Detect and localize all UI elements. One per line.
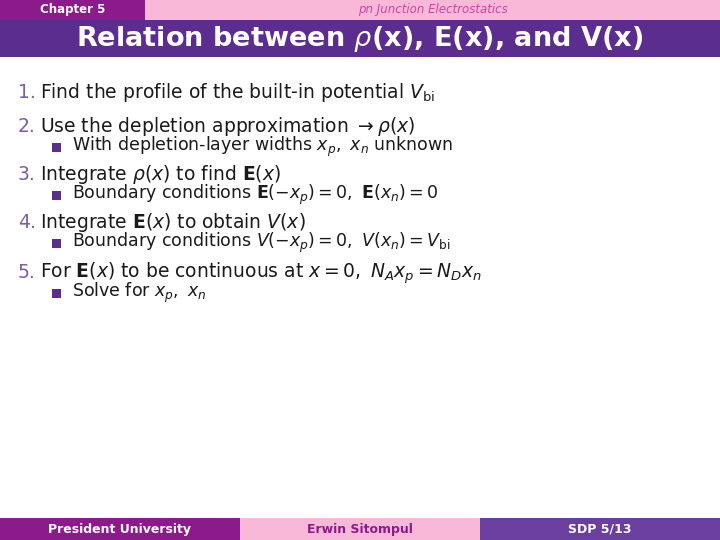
Text: Relation between $\rho$(x), E(x), and V(x): Relation between $\rho$(x), E(x), and V(…: [76, 24, 644, 53]
Text: pn Junction Electrostatics: pn Junction Electrostatics: [358, 3, 508, 17]
Bar: [480, 518, 720, 540]
Text: 4.: 4.: [18, 213, 36, 233]
Bar: [0, 518, 240, 540]
Text: Use the depletion approximation $\rightarrow \rho(x)$: Use the depletion approximation $\righta…: [40, 116, 415, 138]
Text: 1.: 1.: [18, 84, 36, 103]
Text: SDP 5/13: SDP 5/13: [568, 523, 631, 536]
Bar: [0, 20, 720, 57]
Bar: [52, 191, 61, 199]
Bar: [0, 0, 145, 20]
Text: Find the profile of the built-in potential $V_{\rm bi}$: Find the profile of the built-in potenti…: [40, 82, 435, 105]
Text: Boundary conditions $\mathbf{E}(-x_p) = 0,\ \mathbf{E}(x_n){=}0$: Boundary conditions $\mathbf{E}(-x_p) = …: [72, 183, 438, 207]
Text: With depletion-layer widths $x_p,\ x_n$ unknown: With depletion-layer widths $x_p,\ x_n$ …: [72, 135, 454, 159]
Text: 5.: 5.: [18, 264, 36, 282]
Text: For $\mathbf{E}(x)$ to be continuous at $x = 0,\ N_A x_p = N_D x_n$: For $\mathbf{E}(x)$ to be continuous at …: [40, 260, 482, 286]
Bar: [52, 288, 61, 298]
Text: Solve for $x_p,\ x_n$: Solve for $x_p,\ x_n$: [72, 281, 207, 305]
Text: Boundary conditions $V(-x_p) = 0,\ V(x_n) = V_{\rm bi}$: Boundary conditions $V(-x_p) = 0,\ V(x_n…: [72, 231, 451, 255]
Text: 2.: 2.: [18, 118, 36, 137]
Bar: [145, 0, 720, 20]
Bar: [52, 143, 61, 152]
Text: Integrate $\mathbf{E}(x)$ to obtain $V(x)$: Integrate $\mathbf{E}(x)$ to obtain $V(x…: [40, 212, 306, 234]
Text: Integrate $\rho(x)$ to find $\mathbf{E}(x)$: Integrate $\rho(x)$ to find $\mathbf{E}(…: [40, 164, 281, 186]
Text: 3.: 3.: [18, 165, 36, 185]
Bar: [52, 239, 61, 247]
Text: Chapter 5: Chapter 5: [40, 3, 105, 17]
Text: Erwin Sitompul: Erwin Sitompul: [307, 523, 413, 536]
Text: President University: President University: [48, 523, 192, 536]
Bar: [240, 518, 480, 540]
